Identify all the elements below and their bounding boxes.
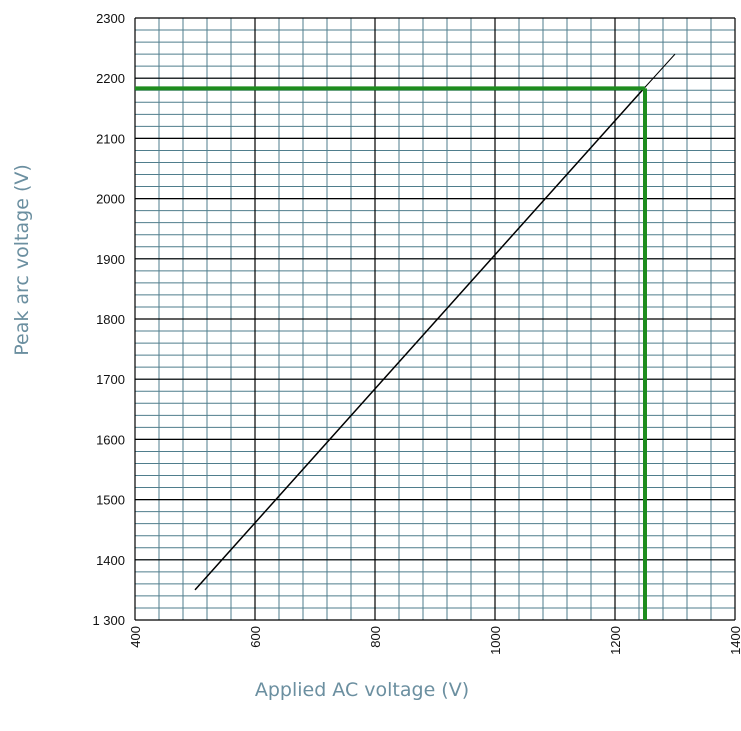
y-tick-labels: 1 300 1400 1500 1600 1700 1800 1900 2000 2100 220… bbox=[92, 11, 125, 628]
series-line-1 bbox=[194, 86, 646, 591]
x-tick-label: 1000 bbox=[488, 626, 503, 655]
y-tick-label: 1900 bbox=[96, 252, 125, 267]
x-tick-label: 800 bbox=[368, 626, 383, 648]
x-tick-label: 1200 bbox=[608, 626, 623, 655]
y-tick-label: 1400 bbox=[96, 553, 125, 568]
y-tick-label: 2000 bbox=[96, 192, 125, 207]
y-tick-label: 1700 bbox=[96, 372, 125, 387]
x-tick-label: 1400 bbox=[728, 626, 741, 655]
series-layer bbox=[194, 53, 676, 591]
y-tick-label: 2300 bbox=[96, 11, 125, 26]
y-tick-label: 1500 bbox=[96, 493, 125, 508]
y-axis-title: Peak arc voltage (V) bbox=[11, 164, 33, 356]
y-tick-label: 1800 bbox=[96, 312, 125, 327]
y-tick-label: 2200 bbox=[96, 71, 125, 86]
x-axis-title: Applied AC voltage (V) bbox=[255, 679, 469, 701]
y-tick-label: 1 300 bbox=[92, 613, 125, 628]
y-tick-label: 1600 bbox=[96, 432, 125, 447]
y-tick-label: 2100 bbox=[96, 131, 125, 146]
x-tick-label: 400 bbox=[128, 626, 143, 648]
x-tick-label: 600 bbox=[248, 626, 263, 648]
series-line-2 bbox=[644, 53, 676, 88]
major-grid bbox=[134, 17, 736, 621]
annotation-layer bbox=[135, 86, 647, 620]
x-tick-labels: 400 600 800 1000 1200 1400 bbox=[128, 626, 741, 655]
